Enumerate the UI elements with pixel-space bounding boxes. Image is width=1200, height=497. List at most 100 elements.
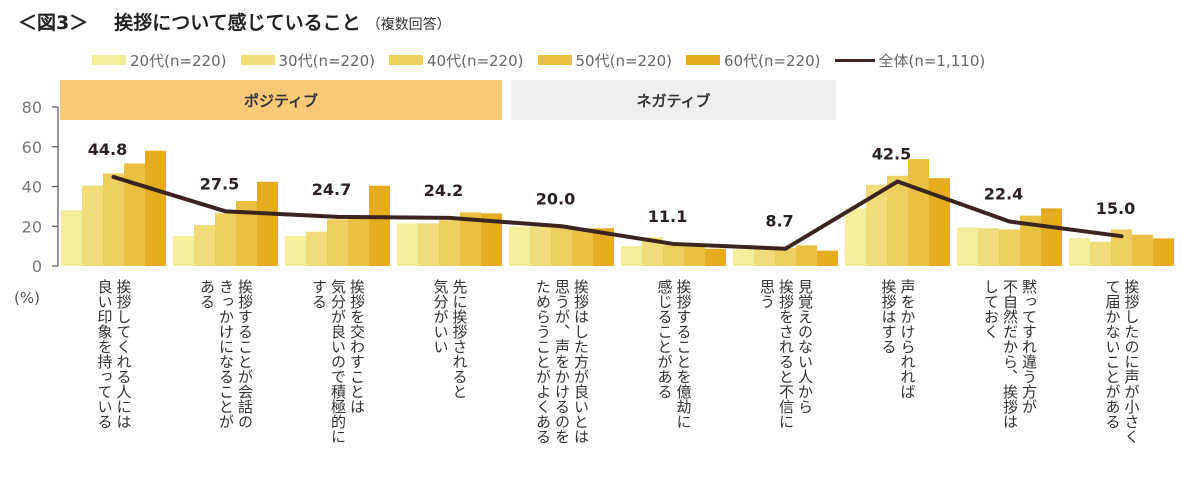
bar-60代-cat3 — [369, 185, 390, 266]
x-category-label: 挨拶することを億劫に 感じることがある — [655, 279, 693, 429]
legend-label: 60代(n=220) — [724, 51, 821, 70]
bar-50代-cat5 — [572, 228, 593, 266]
bar-60代-cat8 — [929, 178, 950, 266]
bar-30代-cat7 — [754, 249, 775, 266]
title-note: （複数回答） — [366, 17, 451, 33]
bar-50代-cat2 — [236, 201, 257, 266]
bar-50代-cat10 — [1132, 234, 1153, 266]
bar-50代-cat6 — [684, 244, 705, 266]
bar-60代-cat10 — [1153, 238, 1174, 266]
positive-band-label: ポジティブ — [243, 91, 319, 110]
bar-60代-cat9 — [1041, 208, 1062, 266]
bar-20代-cat2 — [173, 236, 194, 266]
bar-20代-cat5 — [509, 226, 530, 266]
bar-60代-cat4 — [481, 213, 502, 266]
chart-title: ＜図3＞ 挨拶について感じていること （複数回答） — [18, 8, 451, 35]
bar-20代-cat6 — [621, 246, 642, 266]
legend-swatch — [92, 55, 126, 65]
negative-band-label: ネガティブ — [636, 91, 711, 110]
x-category-label: 挨拶を交わすことは 気分が良いので積極的に する — [310, 279, 366, 444]
bar-30代-cat9 — [978, 228, 999, 266]
line-overall — [111, 174, 1124, 251]
x-category-label: 声をかけられれば 挨拶はする — [879, 279, 917, 399]
legend-item: 全体(n=1,110) — [834, 50, 985, 71]
y-unit-label: (%) — [14, 289, 40, 307]
bar-50代-cat4 — [460, 212, 481, 266]
x-category-label: 挨拶することが会話の きっかけになることが ある — [198, 279, 254, 429]
bar-20代-cat4 — [397, 223, 418, 266]
bar-30代-cat8 — [866, 184, 887, 266]
bar-60代-cat5 — [593, 228, 614, 266]
data-label: 42.5 — [872, 145, 911, 164]
bar-20代-cat1 — [61, 210, 82, 266]
bar-50代-cat7 — [796, 245, 817, 266]
x-category-label: 挨拶したのに声が小さく て届かないことがある — [1103, 279, 1141, 444]
y-tick-label: 80 — [22, 98, 42, 117]
bar-60代-cat7 — [817, 250, 838, 266]
data-label: 20.0 — [536, 189, 575, 208]
bar-60代-cat1 — [145, 150, 166, 266]
positive-band: ポジティブ — [60, 80, 502, 120]
bar-40代-cat9 — [999, 229, 1020, 266]
bar-30代-cat3 — [306, 231, 327, 266]
bar-40代-cat7 — [775, 248, 796, 266]
data-label: 24.2 — [424, 181, 463, 200]
bar-40代-cat4 — [439, 220, 460, 266]
legend: 20代(n=220) 30代(n=220) 40代(n=220) 50代(n=220)… — [92, 49, 999, 71]
bar-40代-cat2 — [215, 213, 236, 266]
data-label: 27.5 — [200, 174, 239, 193]
bar-20代-cat9 — [957, 227, 978, 266]
legend-item: 20代(n=220) — [92, 50, 227, 71]
x-category-label: 見覚えのない人から 挨拶をされると不信に 思う — [758, 279, 814, 429]
legend-label: 50代(n=220) — [575, 51, 673, 70]
y-tick-label: 40 — [22, 178, 42, 197]
bar-30代-cat10 — [1090, 241, 1111, 266]
data-label: 8.7 — [765, 212, 793, 231]
bar-40代-cat1 — [103, 173, 124, 266]
legend-item: 50代(n=220) — [537, 50, 673, 71]
bar-40代-cat8 — [887, 175, 908, 266]
data-label: 22.4 — [984, 184, 1023, 203]
legend-swatch — [686, 55, 720, 65]
bar-40代-cat10 — [1111, 229, 1132, 266]
bar-20代-cat7 — [733, 249, 754, 266]
legend-label: 20代(n=220) — [130, 51, 227, 70]
legend-item: 60代(n=220) — [686, 50, 821, 71]
bar-60代-cat6 — [705, 248, 726, 266]
y-tick-label: 60 — [22, 138, 42, 157]
negative-band: ネガティブ — [511, 80, 836, 120]
bar-40代-cat3 — [327, 219, 348, 266]
legend-line-swatch — [834, 58, 875, 62]
bar-30代-cat5 — [530, 226, 551, 266]
x-category-label: 黙ってすれ違う方が 不自然だから、挨拶は しておく — [982, 279, 1038, 429]
data-label: 15.0 — [1096, 199, 1135, 218]
bar-60代-cat2 — [257, 181, 278, 266]
legend-label: 40代(n=220) — [427, 51, 524, 70]
data-label: 44.8 — [88, 140, 127, 159]
bar-50代-cat9 — [1020, 215, 1041, 266]
bar-30代-cat6 — [642, 237, 663, 266]
legend-item: 30代(n=220) — [240, 50, 376, 71]
x-category-label: 挨拶はした方が良いとは 思うが、声をかけるのを ためらうことがよくある — [534, 279, 590, 444]
x-category-label: 先に挨拶されると 気分がいい — [431, 279, 469, 399]
bar-20代-cat8 — [845, 208, 866, 266]
bar-30代-cat4 — [418, 223, 439, 266]
y-tick-label: 20 — [22, 217, 42, 236]
bar-50代-cat3 — [348, 218, 369, 266]
bar-30代-cat2 — [194, 225, 215, 266]
data-label: 11.1 — [648, 207, 687, 226]
bar-50代-cat1 — [124, 163, 145, 266]
legend-label: 30代(n=220) — [278, 51, 376, 70]
bar-30代-cat1 — [82, 185, 103, 266]
legend-item: 40代(n=220) — [389, 50, 524, 71]
x-category-label: 挨拶してくれる人には 良い印象を持っている — [95, 279, 133, 429]
legend-swatch — [389, 55, 423, 65]
figure-number: ＜図3＞ — [18, 12, 89, 34]
bar-40代-cat5 — [551, 227, 572, 266]
data-label: 24.7 — [312, 180, 351, 199]
legend-swatch — [537, 55, 572, 65]
title-main: 挨拶について感じていること — [114, 12, 361, 34]
y-tick-label: 0 — [32, 257, 42, 276]
bar-20代-cat3 — [285, 236, 306, 266]
